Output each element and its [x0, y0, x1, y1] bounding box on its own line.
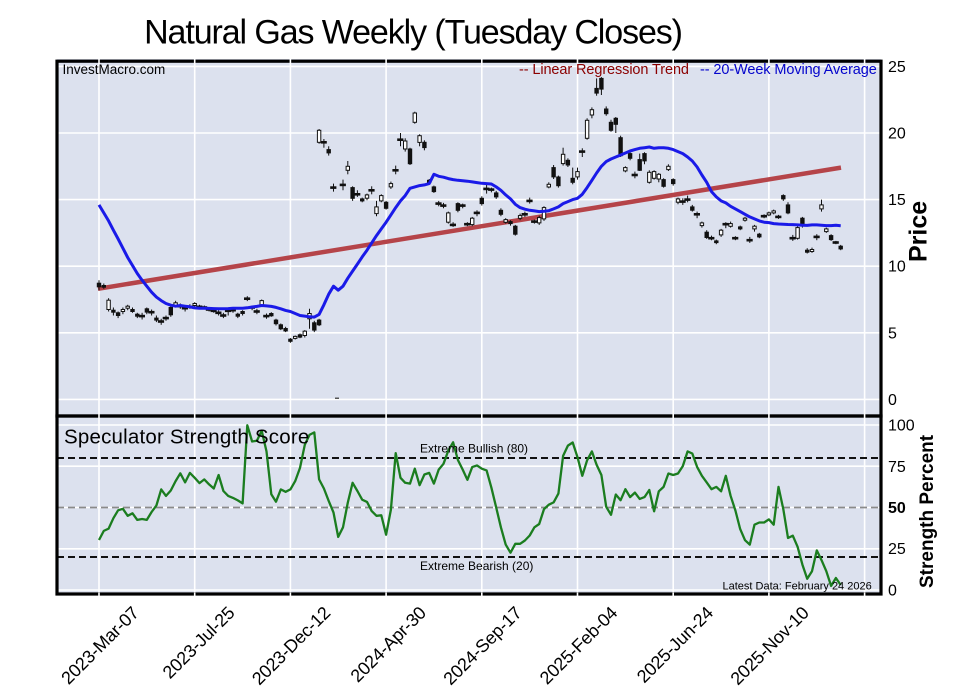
svg-text:100: 100	[888, 418, 915, 435]
svg-text:Latest Data: February 24 2026: Latest Data: February 24 2026	[723, 581, 872, 593]
svg-text:15: 15	[888, 192, 906, 209]
svg-text:75: 75	[888, 459, 906, 476]
svg-text:25: 25	[888, 541, 906, 558]
svg-text:Strength Percent: Strength Percent	[917, 434, 938, 588]
svg-text:-- 20-Week Moving Average: -- 20-Week Moving Average	[700, 62, 877, 78]
svg-text:Natural Gas Weekly (Tuesday Cl: Natural Gas Weekly (Tuesday Closes)	[144, 14, 682, 52]
svg-text:InvestMacro.com: InvestMacro.com	[63, 62, 166, 77]
svg-text:Speculator Strength Score: Speculator Strength Score	[64, 426, 309, 449]
svg-text:Extreme Bullish (80): Extreme Bullish (80)	[420, 442, 528, 456]
svg-text:Price: Price	[905, 201, 933, 262]
svg-text:Extreme Bearish (20): Extreme Bearish (20)	[420, 559, 533, 573]
svg-text:-- Linear Regression Trend: -- Linear Regression Trend	[519, 62, 689, 78]
svg-text:5: 5	[888, 325, 897, 342]
svg-text:50: 50	[888, 500, 906, 517]
svg-text:0: 0	[888, 583, 897, 600]
svg-text:25: 25	[888, 59, 906, 76]
svg-text:20: 20	[888, 126, 906, 143]
svg-text:0: 0	[888, 392, 897, 409]
svg-text:10: 10	[888, 259, 906, 276]
